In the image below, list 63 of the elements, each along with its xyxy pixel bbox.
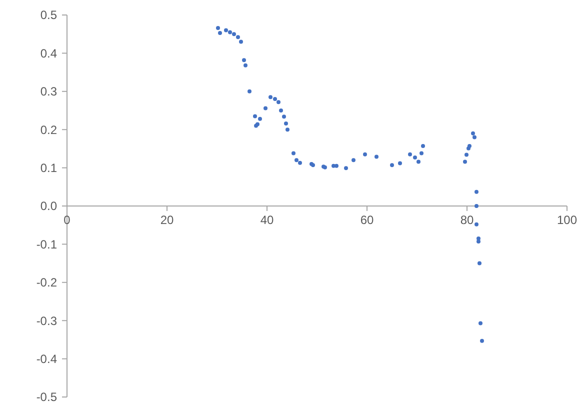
point [472, 135, 476, 140]
point [294, 158, 298, 162]
point [476, 240, 480, 244]
point [244, 63, 248, 68]
point [398, 161, 402, 166]
point [218, 30, 222, 35]
point [463, 160, 467, 164]
point [464, 152, 468, 157]
point [264, 106, 268, 110]
point [273, 97, 277, 102]
point [298, 160, 302, 165]
point [474, 204, 478, 208]
point [279, 108, 283, 112]
x-tick-label: 20 [160, 213, 174, 227]
point [344, 166, 348, 170]
point [239, 40, 243, 44]
point [408, 152, 412, 156]
point [286, 128, 290, 132]
point [268, 95, 272, 100]
point [242, 58, 246, 62]
point [390, 163, 394, 168]
point [224, 28, 228, 32]
point [236, 35, 240, 40]
y-tick-label: -0.3 [36, 314, 58, 328]
point [248, 89, 252, 94]
point [282, 114, 286, 119]
x-tick-label: 40 [260, 213, 274, 227]
point [413, 155, 417, 160]
x-tick-label: 0 [64, 213, 71, 227]
point [480, 338, 484, 343]
point [478, 321, 482, 326]
point [352, 158, 356, 162]
point [478, 261, 482, 266]
point [474, 190, 478, 194]
y-tick-label: 0.4 [40, 46, 58, 60]
point [374, 154, 378, 159]
point [292, 151, 296, 156]
y-tick-label: -0.2 [36, 276, 58, 290]
point [228, 30, 232, 34]
y-tick-label: 0.0 [40, 199, 58, 214]
point [334, 164, 338, 168]
point [216, 26, 220, 30]
x-tick-label: 80 [460, 213, 474, 227]
point [258, 116, 262, 121]
y-tick-label: 0.2 [40, 122, 58, 137]
point [474, 222, 478, 226]
point [253, 114, 257, 118]
y-tick-label: 0.3 [40, 84, 58, 99]
point [232, 32, 236, 36]
y-tick-label: -0.5 [36, 390, 58, 404]
point [471, 131, 475, 136]
x-tick-label: 100 [556, 213, 578, 227]
y-tick-label: -0.1 [36, 237, 58, 252]
y-tick-label: 0.1 [40, 161, 58, 175]
y-tick-label: 0.5 [40, 8, 58, 22]
y-tick-label: -0.4 [36, 352, 58, 366]
point [284, 121, 288, 126]
x-tick-label: 60 [360, 213, 374, 227]
point [363, 152, 367, 156]
point [420, 151, 424, 156]
point [276, 100, 280, 104]
point [421, 144, 425, 148]
point [416, 160, 420, 164]
